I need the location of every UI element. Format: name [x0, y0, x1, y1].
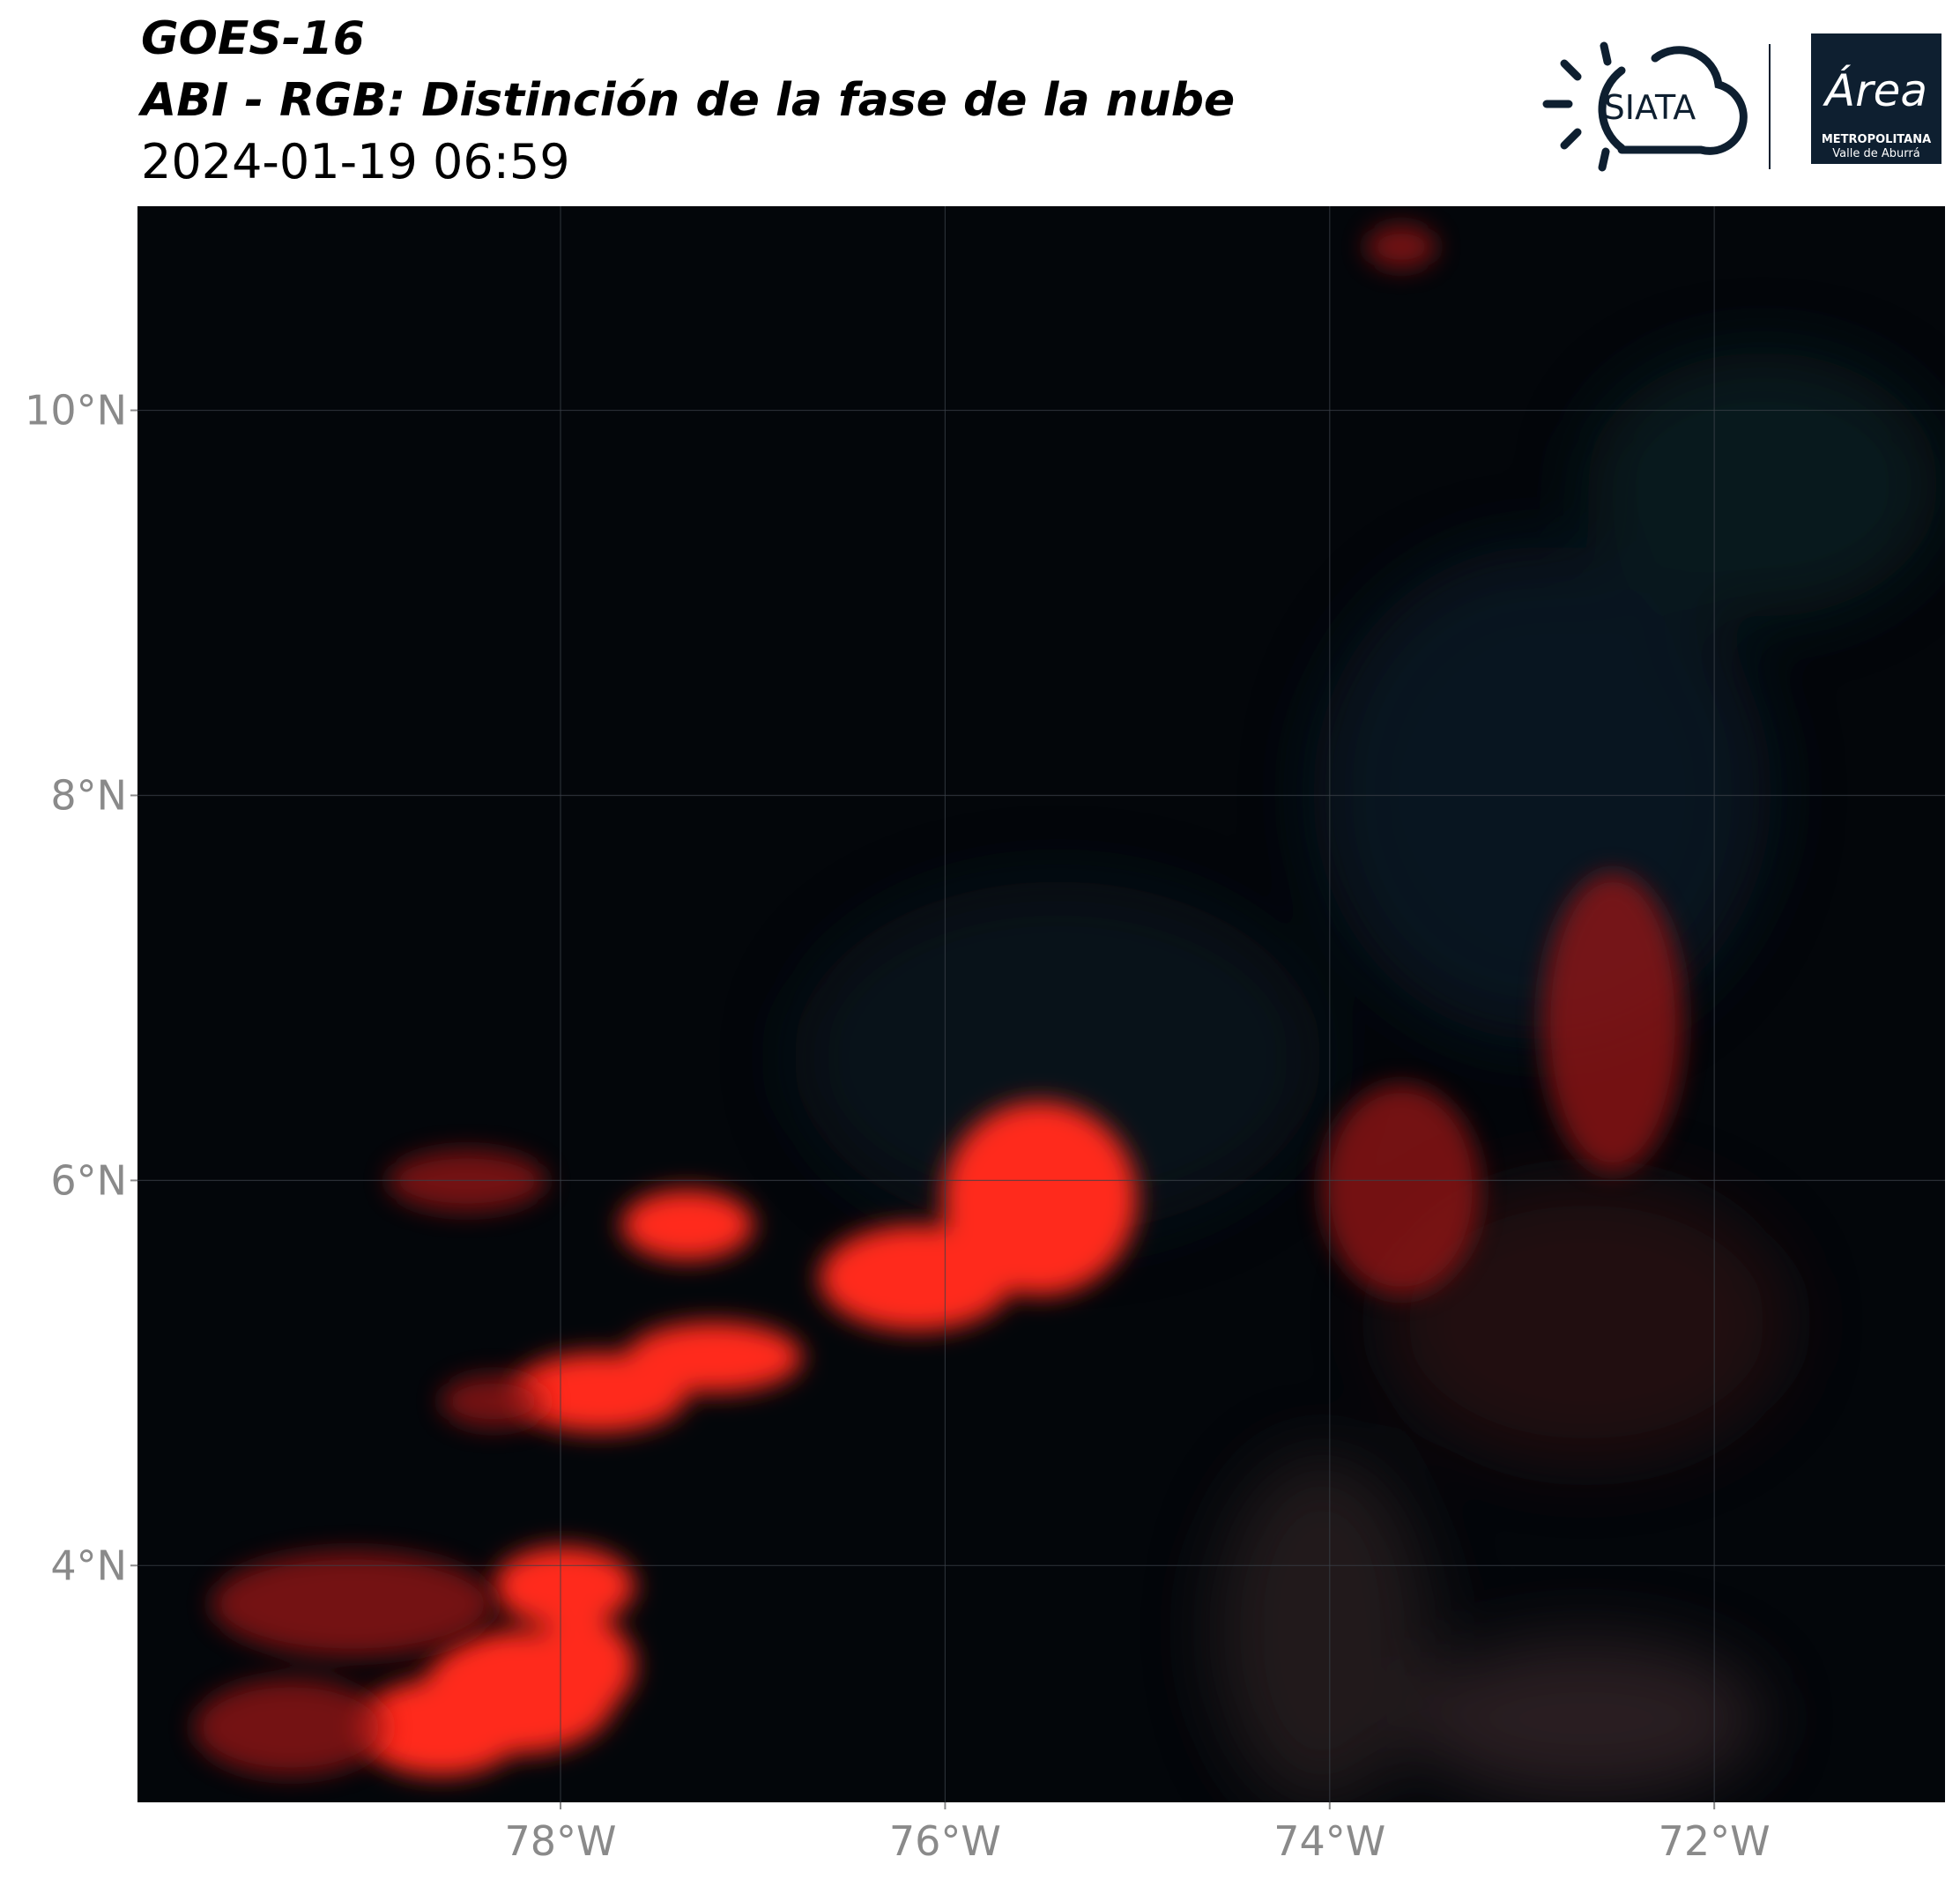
area-line2: Valle de Aburrá: [1832, 147, 1919, 160]
y-tick-label: 6°N: [50, 1156, 127, 1204]
area-text: Área: [1823, 64, 1927, 116]
siata-logo: [1542, 41, 1748, 172]
grid: [137, 206, 1945, 1802]
y-tick-label: 10°N: [25, 387, 127, 434]
x-tick-label: 72°W: [1659, 1817, 1771, 1865]
tick-labels: 78°W 76°W 74°W 72°W 4°N 6°N 8°N 10°N: [25, 387, 1771, 1865]
title: GOES-16: [141, 12, 365, 65]
siata-text: SIATA: [1604, 88, 1696, 127]
x-tick-label: 78°W: [505, 1817, 617, 1865]
subtitle: ABI - RGB: Distinción de la fase de la n…: [141, 74, 1236, 127]
logos: SIATA Área METROPOLITANA Valle de Aburrá: [1542, 33, 1941, 172]
x-tick-label: 76°W: [889, 1817, 1001, 1865]
x-tick-label: 74°W: [1273, 1817, 1385, 1865]
map-background: [137, 206, 1945, 1802]
area-line1: METROPOLITANA: [1822, 133, 1931, 146]
imagery: [194, 225, 1939, 1802]
datetime: 2024-01-19 06:59: [141, 134, 570, 189]
area-logo: [1811, 33, 1941, 164]
y-tick-label: 4°N: [50, 1541, 127, 1589]
y-tick-label: 8°N: [50, 771, 127, 819]
